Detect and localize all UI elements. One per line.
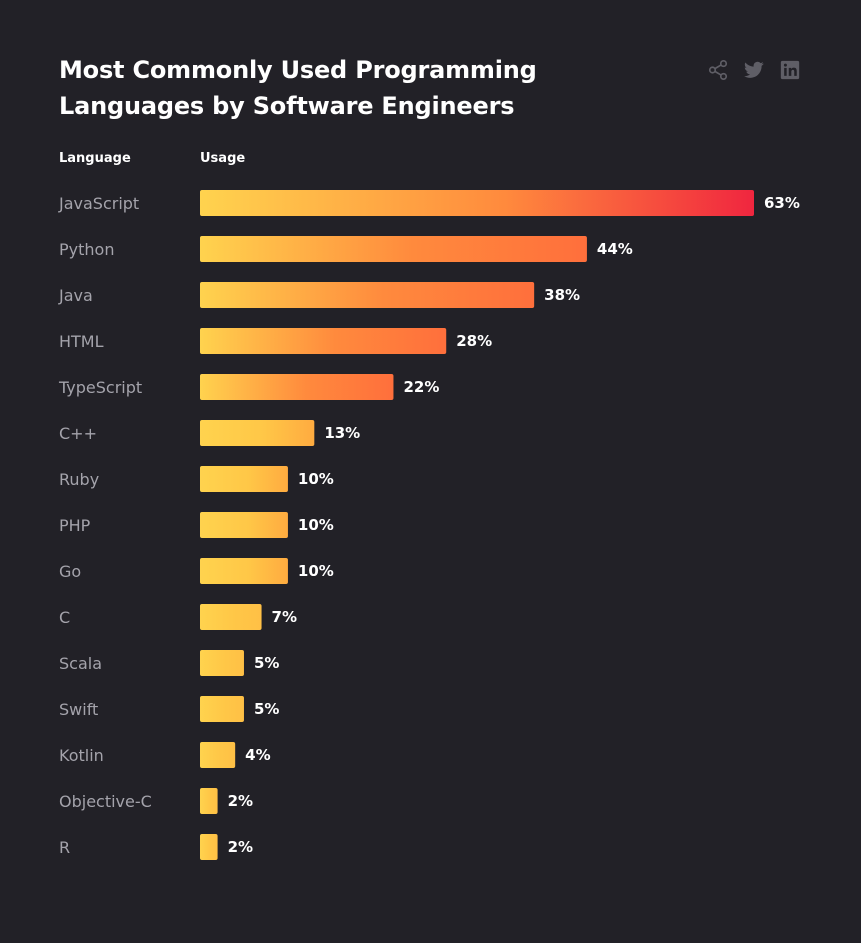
linkedin-button[interactable]: [778, 58, 802, 82]
value-label: 28%: [456, 332, 492, 350]
category-label: Objective-C: [59, 792, 152, 811]
value-label: 22%: [403, 378, 439, 396]
chart-title: Most Commonly Used Programming Languages…: [59, 56, 537, 120]
category-label: HTML: [59, 332, 104, 351]
share-button[interactable]: [706, 58, 730, 82]
bar[interactable]: [200, 466, 288, 492]
bar[interactable]: [200, 282, 535, 308]
category-label: JavaScript: [58, 194, 139, 213]
twitter-icon: [744, 61, 764, 78]
value-label: 44%: [597, 240, 633, 258]
category-label: C: [59, 608, 70, 627]
category-label: Ruby: [59, 470, 99, 489]
value-label: 2%: [228, 838, 253, 856]
bar[interactable]: [200, 420, 315, 446]
bar[interactable]: [200, 834, 218, 860]
value-label: 5%: [254, 700, 279, 718]
category-label: TypeScript: [58, 378, 142, 397]
bar[interactable]: [200, 190, 754, 216]
bar[interactable]: [200, 604, 262, 630]
value-label: 10%: [298, 562, 334, 580]
column-header-usage: Usage: [200, 151, 246, 166]
bar[interactable]: [200, 374, 394, 400]
twitter-button[interactable]: [742, 58, 766, 82]
bar[interactable]: [200, 696, 244, 722]
category-label: Kotlin: [59, 746, 104, 765]
bar[interactable]: [200, 650, 244, 676]
category-label: PHP: [59, 516, 91, 535]
category-label: Go: [59, 562, 81, 581]
value-label: 4%: [245, 746, 270, 764]
value-label: 63%: [764, 194, 800, 212]
bar[interactable]: [200, 328, 447, 354]
bar[interactable]: [200, 236, 587, 262]
category-label: Swift: [59, 700, 98, 719]
bar[interactable]: [200, 788, 218, 814]
bar[interactable]: [200, 742, 236, 768]
value-label: 10%: [298, 470, 334, 488]
category-label: Java: [58, 286, 93, 305]
value-label: 13%: [324, 424, 360, 442]
share-bar: [706, 58, 802, 82]
value-label: 2%: [228, 792, 253, 810]
share-icon: [708, 60, 728, 80]
value-label: 38%: [544, 286, 580, 304]
value-label: 7%: [272, 608, 297, 626]
column-header-language: Language: [59, 151, 131, 166]
value-label: 10%: [298, 516, 334, 534]
linkedin-icon: [780, 60, 800, 80]
category-label: C++: [59, 424, 97, 443]
category-label: Python: [59, 240, 114, 259]
category-label: Scala: [59, 654, 102, 673]
value-label: 5%: [254, 654, 279, 672]
bar[interactable]: [200, 558, 288, 584]
category-label: R: [59, 838, 70, 857]
bar[interactable]: [200, 512, 288, 538]
